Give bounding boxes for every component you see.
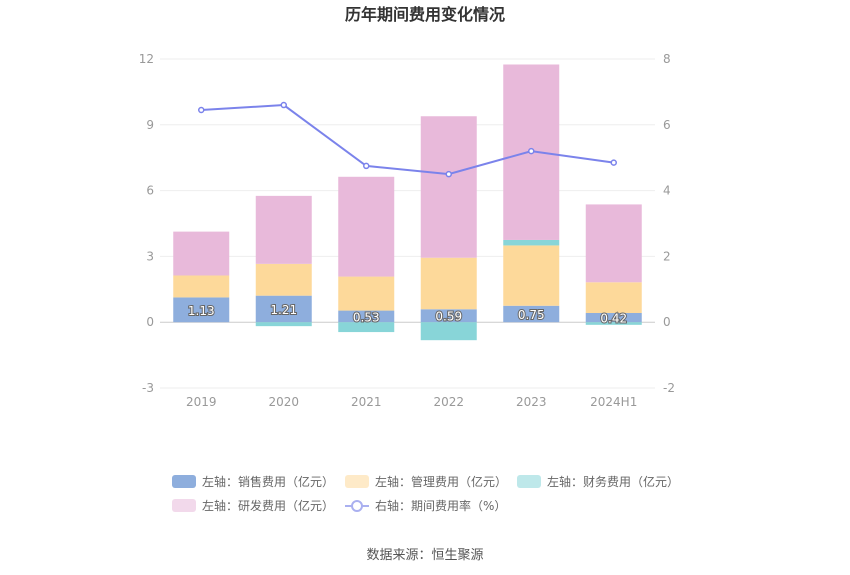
bar	[173, 231, 230, 276]
legend-label: 左轴：研发费用（亿元）	[202, 498, 334, 513]
line-point	[610, 159, 617, 166]
data-label: 1.13	[188, 304, 215, 318]
legend-item: 左轴：销售费用（亿元）	[172, 474, 334, 489]
line-point	[363, 162, 370, 170]
x-tick-label: 2019	[186, 395, 217, 409]
legend-swatch	[172, 475, 196, 488]
legend-swatch	[172, 499, 196, 512]
left-tick-label: -3	[142, 381, 154, 395]
line-point	[445, 170, 452, 178]
grid	[160, 58, 655, 389]
line-series	[198, 101, 617, 178]
left-axis: -3 0 3 6 9 12	[139, 52, 154, 395]
bar	[420, 116, 477, 258]
data-label: 0.59	[435, 310, 462, 324]
data-label: 1.21	[270, 303, 297, 317]
legend-label: 左轴：财务费用（亿元）	[547, 474, 679, 489]
left-tick-label: 6	[146, 184, 154, 198]
bar	[585, 204, 642, 283]
bar	[255, 195, 312, 264]
bar	[503, 239, 560, 246]
source-note: 数据来源：恒生聚源	[366, 548, 483, 563]
bar	[173, 275, 230, 298]
right-tick-label: 4	[663, 184, 671, 198]
bar	[255, 295, 312, 323]
legend-label: 左轴：管理费用（亿元）	[375, 474, 507, 489]
right-tick-label: 0	[663, 315, 671, 329]
bar	[585, 282, 642, 313]
bars	[173, 64, 642, 341]
right-tick-label: 2	[663, 249, 671, 263]
x-tick-label: 2021	[351, 395, 382, 409]
x-tick-label: 2022	[433, 395, 464, 409]
right-tick-label: 8	[663, 52, 671, 66]
line-point	[198, 106, 205, 114]
right-tick-label: -2	[663, 381, 675, 395]
legend: 左轴：销售费用（亿元） 左轴：管理费用（亿元） 左轴：财务费用（亿元） 左轴：研发费用…	[172, 474, 679, 513]
data-label: 0.53	[353, 310, 380, 324]
legend-label: 右轴：期间费用率（%）	[375, 498, 506, 513]
bar	[255, 263, 312, 296]
legend-label: 左轴：销售费用（亿元）	[202, 474, 334, 489]
x-tick-label: 2024H1	[590, 395, 637, 409]
left-tick-label: 3	[146, 249, 154, 263]
bar	[255, 322, 312, 327]
bar	[503, 305, 560, 323]
bar	[420, 322, 477, 341]
bar	[585, 312, 642, 323]
right-tick-label: 6	[663, 118, 671, 132]
left-tick-label: 0	[146, 315, 154, 329]
line-point	[528, 147, 535, 155]
line-point	[280, 101, 287, 109]
data-label: 0.75	[518, 308, 545, 322]
bar	[338, 322, 395, 333]
bar	[585, 322, 642, 325]
line-path	[201, 104, 614, 176]
legend-item: 左轴：研发费用（亿元）	[172, 498, 334, 513]
legend-swatch	[345, 475, 369, 488]
bar	[338, 310, 395, 323]
data-label: 0.42	[600, 312, 627, 326]
data-labels: 1.13 1.21 0.53 0.59 0.75 0.42	[187, 302, 628, 327]
legend-item: 左轴：管理费用（亿元）	[345, 474, 507, 489]
left-tick-label: 12	[139, 52, 154, 66]
bar	[173, 297, 230, 323]
legend-marker	[351, 500, 363, 512]
bar	[338, 276, 395, 311]
left-tick-label: 9	[146, 118, 154, 132]
legend-item: 左轴：财务费用（亿元）	[517, 474, 679, 489]
x-tick-label: 2023	[516, 395, 547, 409]
chart-title: 历年期间费用变化情况	[345, 5, 505, 24]
x-tick-label: 2020	[268, 395, 299, 409]
bar	[420, 257, 477, 310]
legend-item: 右轴：期间费用率（%）	[345, 498, 506, 513]
legend-swatch	[517, 475, 541, 488]
bar	[420, 309, 477, 323]
bar	[503, 245, 560, 306]
bar	[338, 176, 395, 277]
x-axis: 2019 2020 2021 2022 2023 2024H1	[186, 395, 637, 409]
right-axis: -2 0 2 4 6 8	[663, 52, 675, 395]
